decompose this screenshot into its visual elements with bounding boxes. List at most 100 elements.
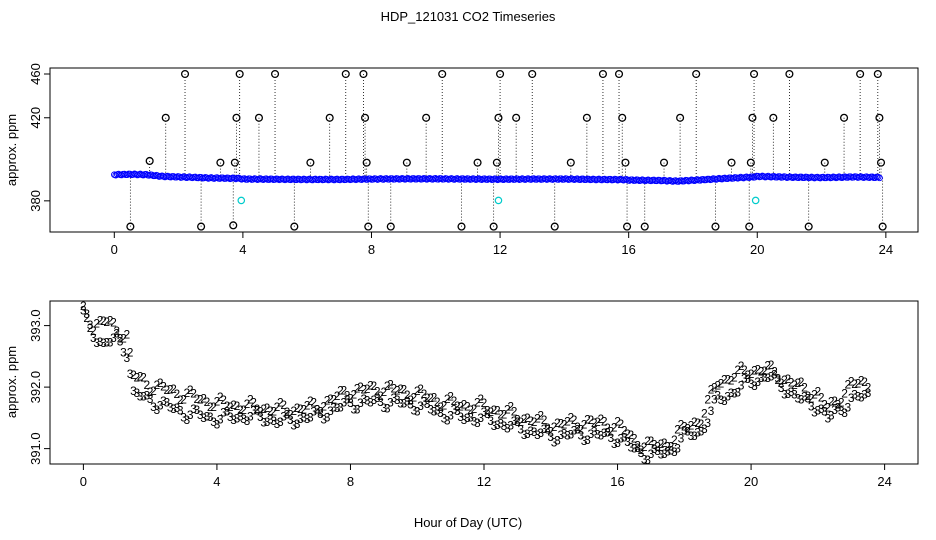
bottom-series-blue-point: 3 xyxy=(598,429,605,443)
bottom-series-blue-point: 3 xyxy=(815,404,822,418)
bottom-series-blue-point: 3 xyxy=(564,429,571,443)
bottom-series-green-point: 2 xyxy=(83,311,90,325)
bottom-series-blue-point: 3 xyxy=(641,453,648,467)
bottom-series-blue-point: 3 xyxy=(714,389,721,403)
bottom-series-green-point: 2 xyxy=(317,405,324,419)
bottom-series-green-point: 2 xyxy=(644,434,651,448)
bottom-series-blue-point: 3 xyxy=(234,411,241,425)
bottom-series-blue-point: 3 xyxy=(731,387,738,401)
bottom-series-green-point: 2 xyxy=(240,403,247,417)
top-marker-point xyxy=(161,113,170,122)
bottom-series-blue-point: 3 xyxy=(808,400,815,414)
bottom-series-green-point: 2 xyxy=(835,397,842,411)
bottom-panel: approx. ppm 0 4 8 12 16 20 24391.0392.0393.022… xyxy=(4,299,919,489)
bottom-series-green-point: 2 xyxy=(591,416,598,430)
bottom-series-green-point: 2 xyxy=(487,405,494,419)
bottom-series-green-point: 2 xyxy=(310,395,317,409)
bottom-series-blue-point: 3 xyxy=(728,386,735,400)
bottom-series-blue-point: 3 xyxy=(681,423,688,437)
bottom-series-green-point: 2 xyxy=(394,384,401,398)
bottom-series-blue-point: 3 xyxy=(651,442,658,456)
bottom-series-green-point: 2 xyxy=(577,422,584,436)
bottom-series-green-point: 2 xyxy=(330,393,337,407)
bottom-series-blue-point: 3 xyxy=(237,410,244,424)
bottom-series-blue-point: 3 xyxy=(741,372,748,386)
bottom-series-blue-point: 3 xyxy=(601,426,608,440)
top-marker-point xyxy=(306,158,315,167)
bottom-series-green-point: 2 xyxy=(230,398,237,412)
bottom-series-green-point: 2 xyxy=(514,412,521,426)
bottom-series-blue-point: 3 xyxy=(547,430,554,444)
bottom-series-green-point: 2 xyxy=(654,439,661,453)
bottom-series-green-point: 2 xyxy=(407,393,414,407)
bottom-series-green-point: 2 xyxy=(140,371,147,385)
top-marker-point xyxy=(290,222,299,231)
bottom-series-green-point: 2 xyxy=(701,407,708,421)
bottom-series-blue-point: 3 xyxy=(694,426,701,440)
bottom-series-blue-point: 3 xyxy=(491,419,498,433)
bottom-series-blue-point: 3 xyxy=(364,394,371,408)
bottom-series-blue-point: 3 xyxy=(758,371,765,385)
bottom-series-green-point: 2 xyxy=(387,378,394,392)
bottom-series-green-point: 2 xyxy=(771,364,778,378)
bottom-series-blue-point: 3 xyxy=(865,386,872,400)
bottom-series-blue-point: 3 xyxy=(381,401,388,415)
bottom-series-green-point: 2 xyxy=(571,413,578,427)
bottom-series-green-point: 2 xyxy=(377,389,384,403)
bottom-series-blue-point: 3 xyxy=(801,389,808,403)
bottom-series-green-point: 2 xyxy=(704,392,711,406)
bottom-series-blue-point: 3 xyxy=(407,398,414,412)
bottom-series-blue-point: 3 xyxy=(250,404,257,418)
bottom-series-blue-point: 3 xyxy=(848,391,855,405)
bottom-x-tick-label: 24 xyxy=(877,474,891,489)
top-marker-point xyxy=(386,222,395,231)
bottom-series-green-point: 2 xyxy=(457,399,464,413)
bottom-series-green-point: 2 xyxy=(127,345,134,359)
bottom-series-blue-point: 3 xyxy=(821,405,828,419)
top-marker-point xyxy=(711,222,720,231)
bottom-series-blue-point: 3 xyxy=(157,398,164,412)
bottom-series-green-point: 2 xyxy=(187,383,194,397)
bottom-series-green-point: 2 xyxy=(584,413,591,427)
bottom-series-green-point: 2 xyxy=(391,381,398,395)
bottom-series-blue-point: 3 xyxy=(621,430,628,444)
bottom-series-blue-point: 3 xyxy=(841,406,848,420)
bottom-series-blue-point: 3 xyxy=(551,435,558,449)
bottom-series-blue-point: 3 xyxy=(194,403,201,417)
bottom-series-blue-point: 3 xyxy=(90,331,97,345)
bottom-series-blue-point: 3 xyxy=(487,414,494,428)
bottom-series-green-point: 2 xyxy=(364,382,371,396)
bottom-series-blue-point: 3 xyxy=(367,395,374,409)
bottom-series-green-point: 2 xyxy=(200,392,207,406)
top-marker-point xyxy=(359,69,368,79)
bottom-series-green-point: 2 xyxy=(734,363,741,377)
bottom-series-green-point: 2 xyxy=(768,358,775,372)
top-x-tick-label: 16 xyxy=(621,242,635,257)
bottom-series-blue-point: 3 xyxy=(187,408,194,422)
bottom-series-blue-point: 3 xyxy=(391,391,398,405)
bottom-series-blue-point: 3 xyxy=(524,427,531,441)
bottom-series-blue-point: 3 xyxy=(818,402,825,416)
bottom-series-green-point: 2 xyxy=(534,411,541,425)
bottom-series-blue-point: 3 xyxy=(434,404,441,418)
bottom-series-blue-point: 3 xyxy=(577,429,584,443)
bottom-series-blue-point: 3 xyxy=(711,392,718,406)
bottom-series-blue-point: 3 xyxy=(464,411,471,425)
bottom-series-blue-point: 3 xyxy=(244,414,251,428)
bottom-series-blue-point: 3 xyxy=(855,390,862,404)
bottom-series-blue-point: 3 xyxy=(648,447,655,461)
bottom-series-blue-point: 3 xyxy=(290,418,297,432)
bottom-series-green-point: 2 xyxy=(758,365,765,379)
bottom-series-green-point: 2 xyxy=(741,363,748,377)
top-baseline-point xyxy=(876,174,883,182)
bottom-series-green-point: 2 xyxy=(424,391,431,405)
bottom-series-green-point: 2 xyxy=(671,433,678,447)
bottom-series-blue-point: 3 xyxy=(718,393,725,407)
bottom-series-green-point: 2 xyxy=(277,395,284,409)
bottom-series-green-point: 2 xyxy=(220,393,227,407)
bottom-series-blue-point: 3 xyxy=(254,403,261,417)
bottom-series-green-point: 2 xyxy=(237,403,244,417)
bottom-series-green-point: 2 xyxy=(821,398,828,412)
bottom-series-green-point: 2 xyxy=(784,372,791,386)
bottom-series-green-point: 2 xyxy=(367,379,374,393)
